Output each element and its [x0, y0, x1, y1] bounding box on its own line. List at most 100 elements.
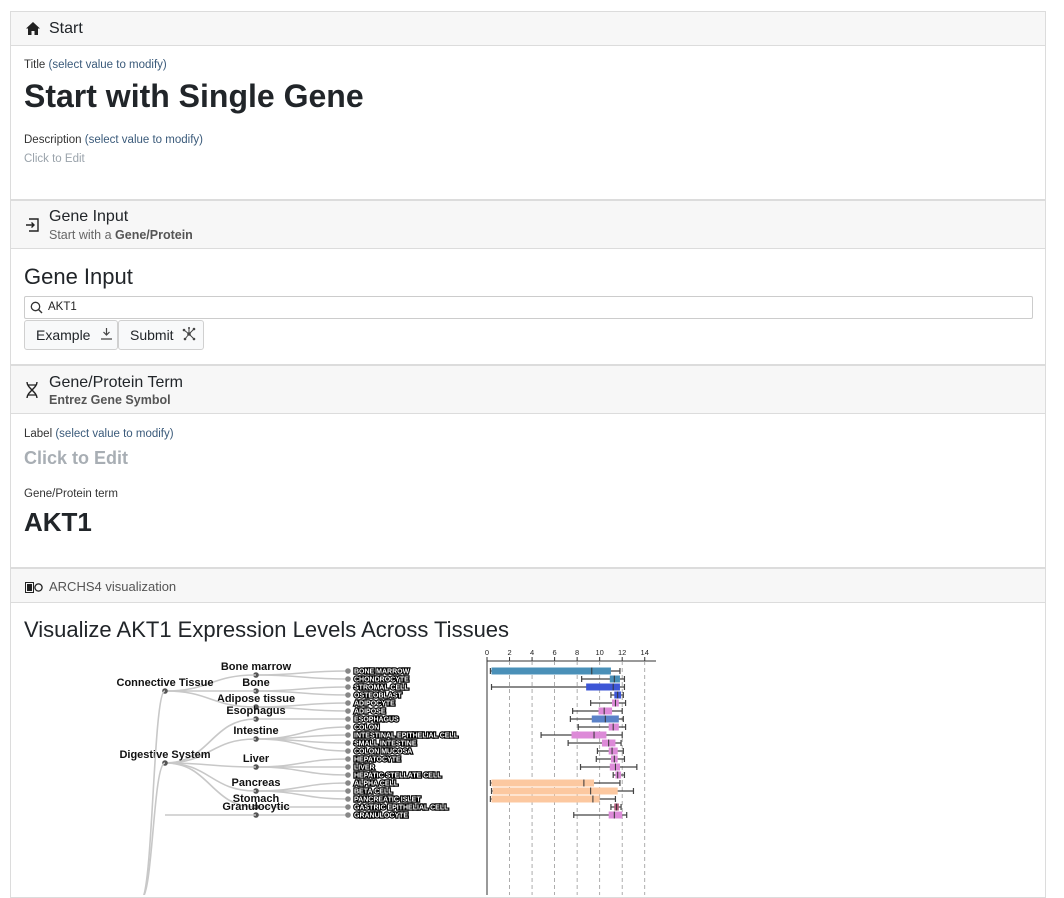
dna-icon — [25, 381, 39, 404]
description-hint: (select value to modify) — [84, 134, 203, 146]
tree-link — [255, 706, 349, 712]
gene-term-card-header: Gene/Protein Term Entrez Gene Symbol — [11, 366, 1045, 414]
leaf-node — [345, 708, 351, 714]
leaf-node — [345, 788, 351, 794]
x-tick-label: 6 — [553, 649, 557, 657]
start-header-title: Start — [49, 20, 83, 37]
box-rect — [608, 723, 619, 731]
gene-input-card-header: Gene Input Start with a Gene/Protein — [11, 201, 1045, 249]
page-title[interactable]: Start with Single Gene — [24, 78, 364, 114]
home-icon — [25, 21, 41, 41]
leaf-node — [345, 692, 351, 698]
box-rect — [598, 707, 613, 715]
leaf-node — [345, 812, 351, 818]
leaf-node — [345, 780, 351, 786]
tree-link — [164, 738, 257, 764]
group-label: Digestive System — [119, 749, 210, 761]
gene-term-header-subtitle: Entrez Gene Symbol — [49, 393, 171, 407]
gene-input-subtitle-prefix: Start with a — [49, 228, 112, 242]
archs4-header-title: ARCHS4 visualization — [49, 579, 177, 594]
label-hint: (select value to modify) — [55, 428, 174, 440]
box-rect — [608, 811, 623, 819]
submit-button-label: Submit — [130, 327, 174, 343]
x-tick-label: 10 — [595, 649, 603, 657]
label-placeholder[interactable]: Click to Edit — [24, 448, 129, 468]
x-tick-label: 14 — [641, 649, 649, 657]
leaf-node — [345, 740, 351, 746]
term-label: Gene/Protein term — [24, 488, 118, 500]
x-tick-label: 2 — [507, 649, 511, 657]
archs4-icon — [25, 580, 43, 598]
tree-link — [255, 790, 349, 800]
subgroup-label: Adipose tissue — [217, 693, 295, 705]
leaf-label: HEPATIC STELLATE CELL — [354, 773, 442, 780]
box-rect — [491, 779, 595, 787]
tree-link — [164, 690, 257, 708]
gene-input-card: Gene Input Start with a Gene/Protein Gen… — [10, 200, 1046, 365]
leaf-label: ESOPHAGUS — [354, 717, 399, 724]
leaf-node — [345, 764, 351, 770]
leaf-label: COLON — [354, 725, 379, 732]
leaf-node — [345, 716, 351, 722]
leaf-label: HEPATOCYTE — [354, 757, 401, 764]
leaf-label: LIVER — [354, 765, 375, 772]
leaf-label: ADIPOCYTE — [354, 701, 395, 708]
gene-term-header-title: Gene/Protein Term — [49, 374, 183, 391]
gene-term-card: Gene/Protein Term Entrez Gene Symbol Lab… — [10, 365, 1046, 568]
title-label-row: Title (select value to modify) — [24, 59, 167, 71]
label-label-row: Label (select value to modify) — [24, 428, 174, 440]
example-button[interactable]: Example — [24, 320, 118, 350]
gene-input-header-subtitle: Start with a Gene/Protein — [49, 228, 193, 242]
gene-input-header-title: Gene Input — [49, 208, 129, 225]
leaf-label: GRANULOCYTE — [354, 813, 408, 820]
search-icon — [30, 301, 43, 319]
label-label: Label — [24, 428, 53, 440]
tree-link — [255, 738, 349, 752]
gene-input-subtitle-bold: Gene/Protein — [115, 228, 193, 242]
leaf-node — [345, 772, 351, 778]
archs4-card: ARCHS4 visualization Visualize AKT1 Expr… — [10, 568, 1046, 898]
leaf-label: STROMAL CELL — [354, 685, 409, 692]
tree-link — [255, 674, 349, 680]
box-rect — [491, 795, 600, 803]
download-icon — [100, 327, 113, 343]
gene-search-value[interactable]: AKT1 — [48, 301, 77, 313]
leaf-label: CHONDROCYTE — [354, 677, 409, 684]
box-rect — [586, 683, 620, 691]
submit-button[interactable]: Submit — [118, 320, 204, 350]
leaf-label: SMALL INTESTINE — [354, 741, 417, 748]
leaf-node — [345, 668, 351, 674]
box-rect — [491, 667, 611, 675]
network-icon — [182, 326, 196, 344]
leaf-label: GASTRIC EPITHELIAL CELL — [354, 805, 449, 812]
title-hint: (select value to modify) — [48, 59, 167, 71]
box-rect — [571, 731, 607, 739]
start-card: Start Title (select value to modify) Sta… — [10, 11, 1046, 200]
x-tick-label: 4 — [530, 649, 534, 657]
archs4-heading: Visualize AKT1 Expression Levels Across … — [24, 617, 510, 642]
gene-input-heading: Gene Input — [24, 264, 133, 289]
x-tick-label: 12 — [618, 649, 626, 657]
gene-search-box[interactable]: AKT1 — [24, 296, 1033, 319]
x-tick-label: 0 — [485, 649, 489, 657]
leaf-node — [345, 732, 351, 738]
subgroup-label: Bone — [242, 677, 270, 689]
leaf-node — [345, 684, 351, 690]
archs4-card-header: ARCHS4 visualization — [11, 569, 1045, 603]
leaf-label: COLON MUCOSA — [354, 749, 412, 756]
input-icon — [25, 218, 39, 237]
leaf-label: ALPHA CELL — [354, 781, 399, 788]
tree-link — [255, 766, 349, 776]
description-placeholder[interactable]: Click to Edit — [24, 153, 85, 165]
leaf-label: BONE MARROW — [354, 669, 410, 676]
leaf-node — [345, 796, 351, 802]
leaf-label: PANCREATIC ISLET — [354, 797, 421, 804]
leaf-label: INTESTINAL EPITHELIAL CELL — [354, 733, 459, 740]
leaf-node — [345, 676, 351, 682]
box-rect — [609, 675, 620, 683]
tree-link — [164, 718, 257, 764]
tree-link — [255, 758, 349, 768]
root-link — [142, 690, 166, 895]
box-rect — [615, 771, 622, 779]
